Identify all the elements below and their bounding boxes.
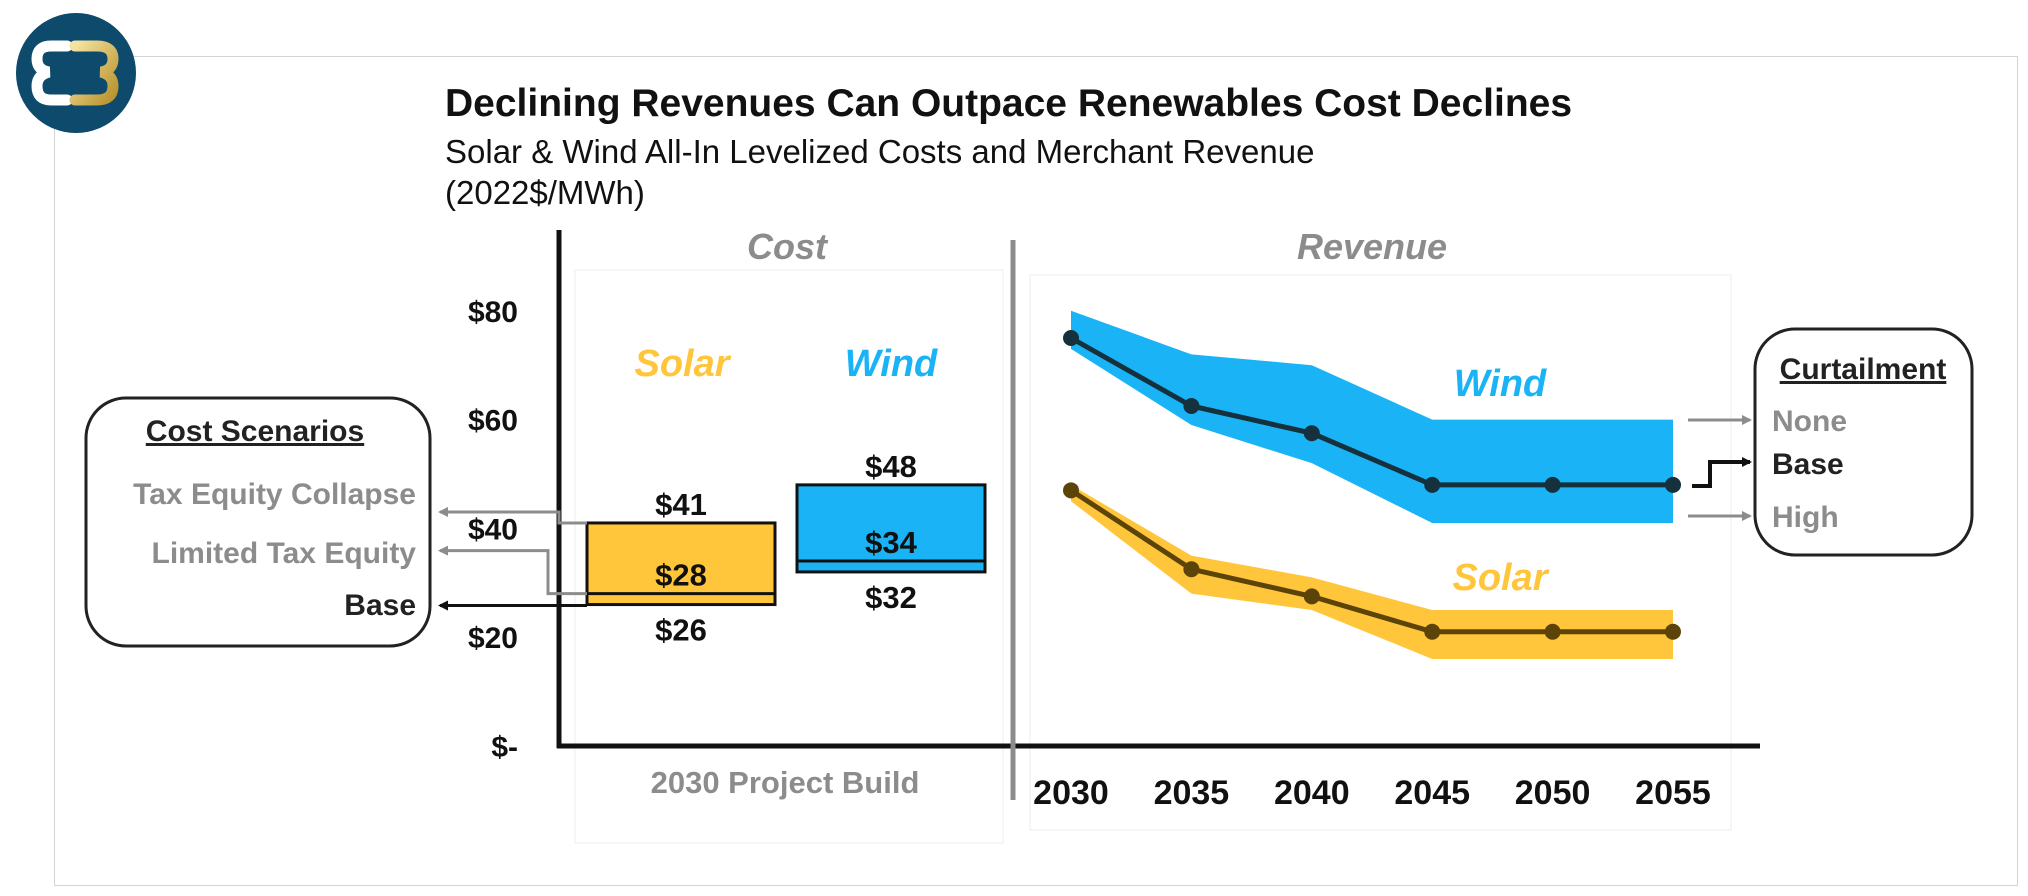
solar-revenue-point — [1424, 623, 1441, 640]
solar-revenue-band — [1071, 484, 1673, 659]
revenue-panel-background — [1029, 274, 1732, 831]
solar-revenue-point — [1665, 623, 1681, 640]
solar-cost-bar — [585, 521, 777, 607]
scenario-arrow-limited-tax-equity — [438, 545, 587, 596]
wind-revenue-band — [1071, 310, 1673, 523]
x-tick-label: 2035 — [1154, 774, 1230, 812]
curtailment-heading: Curtailment — [1780, 353, 1947, 386]
x-tick-label: 2040 — [1274, 774, 1350, 812]
scenario-tax-equity-collapse: Tax Equity Collapse — [133, 478, 416, 511]
y-tick-label: $40 — [468, 513, 518, 546]
scenario-limited-tax-equity: Limited Tax Equity — [152, 537, 417, 570]
x-tick-label: 2045 — [1394, 774, 1470, 812]
y-tick-label: $- — [491, 731, 518, 764]
revenue-panel-title: Revenue — [1297, 226, 1447, 267]
solar-cost-mid-label: $28 — [655, 558, 707, 593]
x-tick-label: 2055 — [1635, 774, 1711, 812]
cost-panel-title: Cost — [747, 226, 829, 267]
solar-revenue-line — [1069, 488, 1673, 635]
wind-revenue-point — [1544, 476, 1561, 493]
y-tick-label: $60 — [468, 405, 518, 438]
cost-scenarios-box — [84, 396, 432, 648]
x-tick-label: 2050 — [1515, 774, 1591, 812]
scenario-arrow-tax-equity-collapse — [438, 506, 587, 525]
curtailment-base: Base — [1772, 448, 1844, 481]
wind-cost-bar — [795, 483, 987, 574]
wind-revenue-series-label: Wind — [1454, 363, 1547, 405]
curtailment-none: None — [1772, 405, 1847, 438]
wind-revenue-point — [1424, 476, 1441, 493]
solar-revenue-point — [1063, 482, 1079, 499]
y-tick-label: $80 — [468, 296, 518, 329]
curtailment-arrow-base — [1692, 457, 1752, 488]
y-tick-label: $20 — [468, 622, 518, 655]
curtailment-box — [1753, 327, 1974, 557]
wind-revenue-point — [1183, 398, 1200, 414]
wind-cost-high-label: $48 — [865, 449, 917, 484]
wind-cost-mid-label: $34 — [865, 525, 917, 560]
chart-units: (2022$/MWh) — [445, 174, 645, 211]
cost-panel-background — [574, 269, 1004, 844]
scenario-base: Base — [344, 589, 416, 622]
solar-revenue-point — [1544, 623, 1561, 640]
wind-revenue-line — [1069, 335, 1673, 488]
solar-cost-series-label: Solar — [634, 343, 731, 385]
solar-revenue-series-label: Solar — [1452, 557, 1549, 599]
x-tick-label: 2030 — [1033, 774, 1109, 812]
wind-revenue-point — [1063, 330, 1079, 346]
solar-revenue-point — [1183, 561, 1200, 578]
chart-title: Declining Revenues Can Outpace Renewable… — [445, 82, 1573, 125]
chart-subtitle: Solar & Wind All-In Levelized Costs and … — [445, 133, 1315, 170]
wind-cost-low-label: $32 — [865, 580, 917, 615]
solar-cost-high-label: $41 — [655, 487, 707, 522]
curtailment-high: High — [1772, 501, 1839, 534]
wind-revenue-point — [1665, 476, 1681, 493]
wind-cost-series-label: Wind — [845, 343, 938, 385]
cost-x-label: 2030 Project Build — [651, 765, 920, 800]
solar-revenue-point — [1303, 588, 1320, 605]
solar-cost-low-label: $26 — [655, 613, 707, 648]
cost-scenarios-heading: Cost Scenarios — [146, 415, 364, 448]
wind-revenue-point — [1303, 425, 1320, 442]
company-logo-icon — [16, 13, 136, 133]
